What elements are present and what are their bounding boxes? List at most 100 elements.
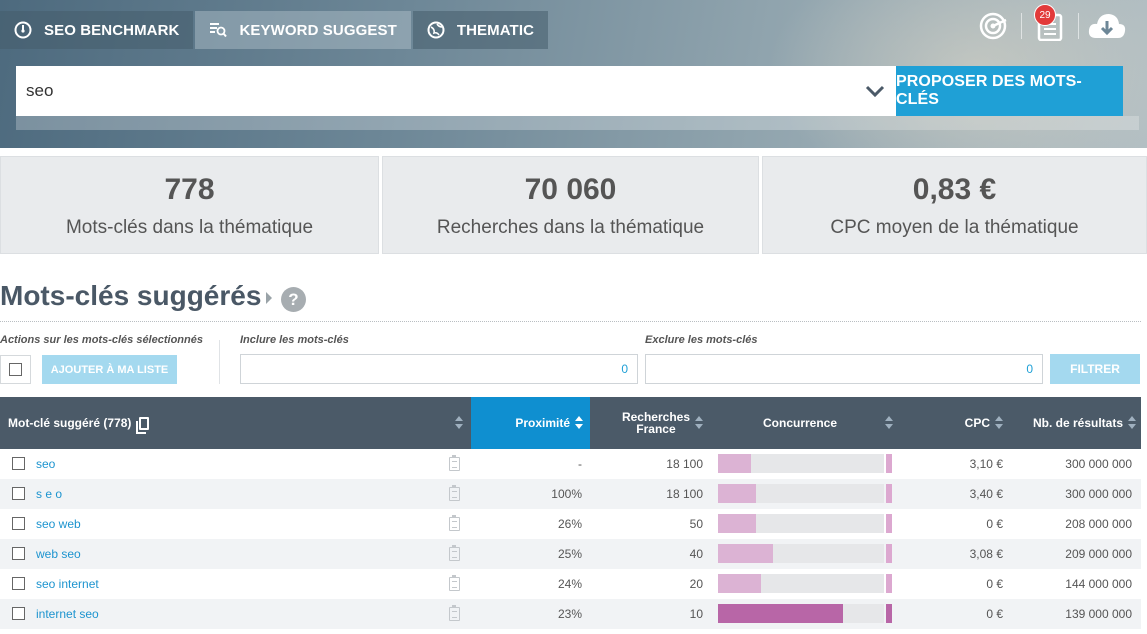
col-competition[interactable]: Concurrence	[718, 397, 896, 449]
help-icon[interactable]: ?	[281, 287, 306, 312]
table-body: seo - 18 100 3,10 € 300 000 000 s e o 100% 18 1…	[0, 449, 1141, 629]
filter-button[interactable]: FILTRER	[1050, 354, 1140, 384]
cpc-cell: 0 €	[986, 577, 1003, 591]
row-checkbox[interactable]	[12, 607, 25, 620]
download-button[interactable]	[1087, 8, 1127, 44]
clipboard-icon[interactable]	[449, 455, 460, 471]
row-checkbox[interactable]	[12, 457, 25, 470]
col-searches[interactable]: Recherches France	[590, 397, 708, 449]
searches-cell: 20	[689, 577, 703, 591]
cpc-cell: 0 €	[986, 517, 1003, 531]
sort-icon[interactable]	[1128, 416, 1137, 430]
section-title: Mots-clés suggérés	[0, 280, 262, 311]
clipboard-icon[interactable]	[449, 515, 460, 531]
results-cell: 144 000 000	[1065, 577, 1132, 591]
table-row[interactable]: seo - 18 100 3,10 € 300 000 000	[0, 449, 1141, 479]
stat-label: CPC moyen de la thématique	[830, 217, 1079, 238]
searches-cell: 18 100	[666, 457, 703, 471]
notifications-button[interactable]: 29	[1030, 4, 1070, 44]
table-row[interactable]: internet seo 23% 10 0 € 139 000 000	[0, 599, 1141, 629]
gauge-icon	[14, 21, 32, 39]
col-keyword[interactable]: Mot-clé suggéré (778)	[8, 397, 468, 449]
include-label: Inclure les mots-clés	[240, 334, 349, 346]
divider	[0, 321, 1141, 322]
chevron-down-icon[interactable]	[864, 80, 886, 102]
clipboard-icon[interactable]	[449, 605, 460, 621]
col-proximity[interactable]: Proximité	[471, 397, 590, 449]
competition-bar-cap	[886, 484, 892, 503]
col-searches-label: Recherches France	[622, 411, 690, 435]
keyword-link[interactable]: seo	[36, 457, 56, 471]
stat-value: 70 060	[524, 173, 617, 206]
target-refresh-button[interactable]	[973, 8, 1013, 44]
clipboard-icon[interactable]	[449, 545, 460, 561]
add-to-list-button[interactable]: AJOUTER À MA LISTE	[42, 355, 177, 384]
keyword-link[interactable]: web seo	[36, 547, 81, 561]
sort-icon[interactable]	[995, 416, 1004, 430]
table-row[interactable]: seo internet 24% 20 0 € 144 000 000	[0, 569, 1141, 599]
row-checkbox[interactable]	[12, 577, 25, 590]
col-proximity-label: Proximité	[515, 416, 570, 430]
competition-bar-fill	[718, 454, 751, 473]
tab-seo-benchmark[interactable]: SEO BENCHMARK	[0, 11, 194, 49]
competition-bar	[718, 574, 884, 593]
tab-label: THEMATIC	[456, 21, 535, 39]
results-cell: 139 000 000	[1065, 607, 1132, 621]
sort-icon[interactable]	[455, 416, 464, 430]
propose-keywords-button[interactable]: PROPOSER DES MOTS-CLÉS	[896, 66, 1123, 116]
toolbar-separator	[1021, 13, 1022, 39]
tab-keyword-suggest[interactable]: KEYWORD SUGGEST	[195, 11, 411, 49]
search-backdrop	[16, 116, 1139, 130]
row-checkbox[interactable]	[12, 547, 25, 560]
search-input[interactable]: seo	[16, 66, 896, 116]
keyword-list-icon	[209, 21, 228, 39]
select-all-checkbox[interactable]	[9, 363, 22, 376]
sort-icon[interactable]	[885, 416, 894, 430]
col-cpc[interactable]: CPC	[900, 397, 1008, 449]
col-results[interactable]: Nb. de résultats	[1010, 397, 1141, 449]
keyword-link[interactable]: internet seo	[36, 607, 99, 621]
clipboard-icon[interactable]	[449, 575, 460, 591]
stat-value: 778	[164, 173, 215, 206]
sort-icon[interactable]	[695, 416, 704, 430]
sort-icon[interactable]	[575, 416, 584, 430]
stat-cpc: 0,83 € CPC moyen de la thématique	[762, 156, 1147, 254]
table-row[interactable]: web seo 25% 40 3,08 € 209 000 000	[0, 539, 1141, 569]
competition-bar	[718, 454, 884, 473]
competition-bar-cap	[886, 514, 892, 533]
exclude-label: Exclure les mots-clés	[645, 334, 758, 346]
proximity-cell: 25%	[557, 547, 582, 561]
table-row[interactable]: s e o 100% 18 100 3,40 € 300 000 000	[0, 479, 1141, 509]
keyword-link[interactable]: seo web	[36, 517, 81, 531]
keyword-link[interactable]: s e o	[36, 487, 63, 501]
cpc-cell: 3,10 €	[969, 457, 1003, 471]
results-cell: 208 000 000	[1065, 517, 1132, 531]
exclude-keywords-input[interactable]: 0	[645, 354, 1043, 384]
competition-bar-cap	[886, 544, 892, 563]
col-cpc-label: CPC	[964, 416, 990, 430]
stat-label: Mots-clés dans la thématique	[65, 217, 314, 238]
searches-cell: 10	[689, 607, 703, 621]
globe-icon	[427, 21, 445, 39]
app-header: SEO BENCHMARK KEYWORD SUGGEST THEMATIC	[0, 0, 1147, 148]
competition-bar	[718, 484, 884, 503]
header-toolbar: 29	[973, 4, 1127, 44]
table-row[interactable]: seo web 26% 50 0 € 208 000 000	[0, 509, 1141, 539]
tab-label: SEO BENCHMARK	[44, 21, 180, 39]
copy-icon[interactable]	[136, 416, 150, 434]
notification-badge: 29	[1034, 4, 1056, 26]
tab-thematic[interactable]: THEMATIC	[412, 11, 549, 49]
col-searches-line2: France	[636, 422, 676, 436]
clipboard-icon[interactable]	[449, 485, 460, 501]
proximity-cell: 26%	[557, 517, 582, 531]
competition-bar-fill	[718, 514, 756, 533]
include-keywords-input[interactable]: 0	[240, 354, 638, 384]
filter-separator	[219, 340, 220, 384]
keyword-link[interactable]: seo internet	[36, 577, 99, 591]
competition-bar-fill	[718, 484, 756, 503]
competition-bar-cap	[886, 604, 892, 623]
target-icon	[979, 12, 1007, 40]
results-cell: 300 000 000	[1065, 457, 1132, 471]
row-checkbox[interactable]	[12, 487, 25, 500]
row-checkbox[interactable]	[12, 517, 25, 530]
